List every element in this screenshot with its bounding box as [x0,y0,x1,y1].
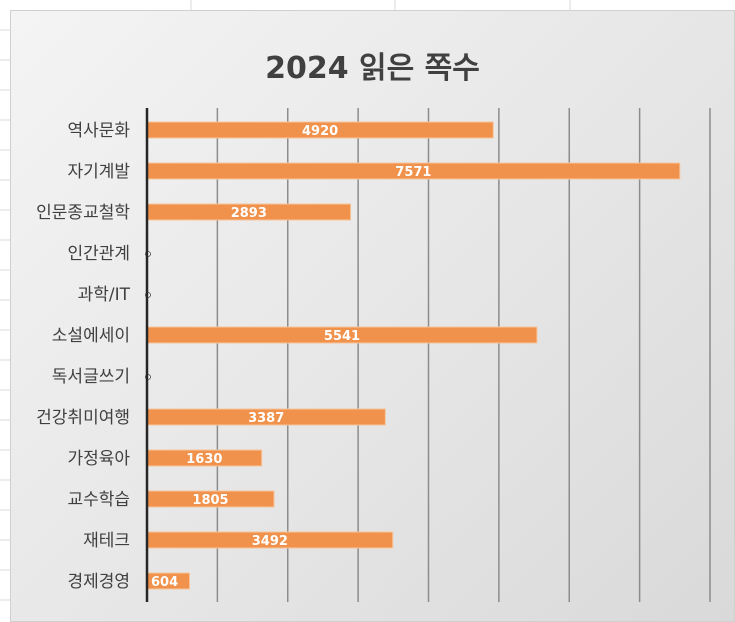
category-label: 재테크 [83,531,130,551]
gridlines [216,108,711,602]
data-label: 1630 [186,452,222,467]
data-label: 604 [151,575,178,590]
category-label: 인간관계 [67,244,130,264]
data-label: 4920 [302,124,338,139]
category-label: 인문종교철학 [36,203,130,223]
category-label: 독서글쓰기 [52,367,130,387]
chart-area[interactable]: 2024 읽은 쪽수 [10,10,735,622]
chart-title: 2024 읽은 쪽수 [265,51,480,86]
data-label: 5541 [324,329,360,344]
category-label: 과학/IT [78,285,131,305]
category-label: 소설에세이 [52,326,130,346]
data-label: 2893 [231,206,267,221]
category-label: 가정육아 [67,449,130,469]
data-label: 3387 [248,411,284,426]
category-label: 자기계발 [67,162,130,182]
category-label: 역사문화 [67,121,130,141]
category-label: 경제경영 [67,572,130,592]
data-label: 3492 [252,534,288,549]
data-label: 7571 [395,165,431,180]
category-label: 교수학습 [67,490,130,510]
category-label: 건강취미여행 [36,408,130,428]
data-label: 1805 [192,493,228,508]
bars [146,121,681,590]
